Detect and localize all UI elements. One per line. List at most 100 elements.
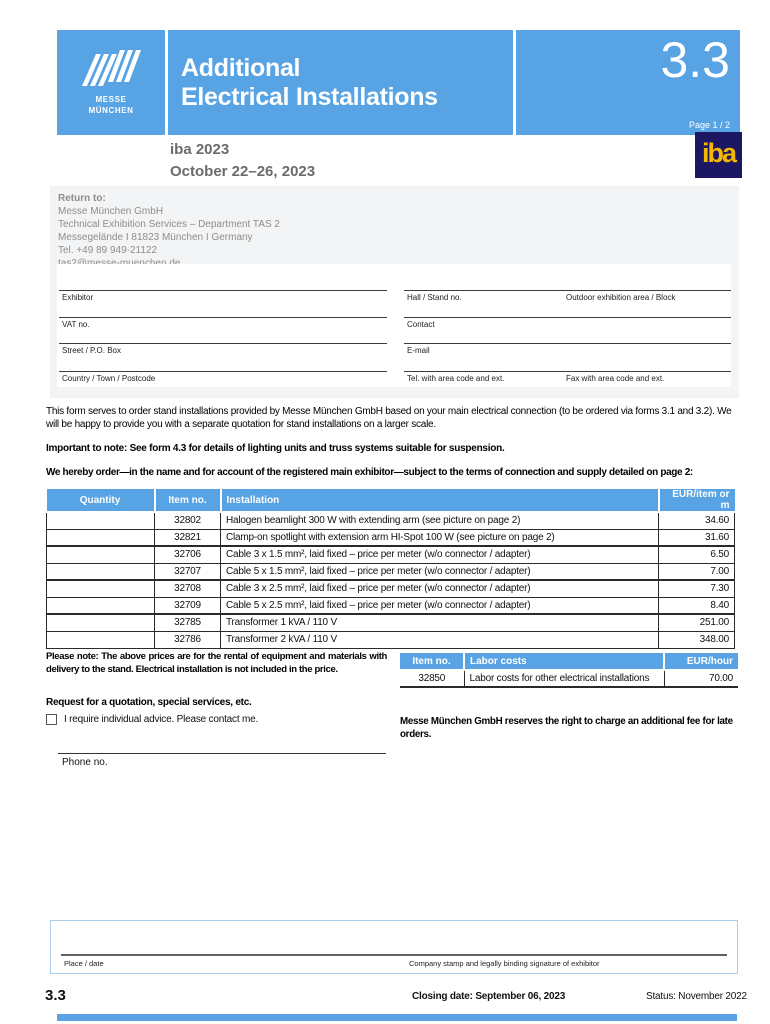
- order-table: Quantity Item no. Installation EUR/item …: [46, 489, 735, 649]
- form-number: 3.3: [660, 32, 730, 88]
- header-installation: Installation: [219, 489, 660, 513]
- price-cell: 31.60: [658, 528, 735, 547]
- messe-muenchen-wordmark: MESSE MÜNCHEN: [88, 95, 134, 115]
- labor-description-cell: Labor costs for other electrical install…: [463, 669, 664, 688]
- form-title-line1: Additional: [181, 54, 301, 83]
- return-address: Return to: Messe München GmbH Technical …: [58, 192, 280, 270]
- advice-checkbox[interactable]: [46, 714, 57, 725]
- header-item-no: Item no.: [153, 489, 222, 513]
- return-line-email: tas2@messe-muenchen.de: [58, 257, 280, 270]
- order-statement: We hereby order—in the name and for acco…: [46, 467, 693, 478]
- important-note: Important to note: See form 4.3 for deta…: [46, 443, 505, 454]
- installation-cell: Cable 5 x 2.5 mm², laid fixed – price pe…: [220, 596, 659, 615]
- status-date: Status: November 2022: [646, 991, 747, 1002]
- installation-cell: Transformer 2 kVA / 110 V: [220, 630, 659, 649]
- table-row: 32707 Cable 5 x 1.5 mm², laid fixed – pr…: [46, 562, 735, 581]
- table-row: 32802 Halogen beamlight 300 W with exten…: [46, 511, 735, 530]
- labor-header-price: EUR/hour: [663, 653, 738, 671]
- table-row: 32785 Transformer 1 kVA / 110 V 251.00: [46, 613, 735, 632]
- table-row: 32708 Cable 3 x 2.5 mm², laid fixed – pr…: [46, 579, 735, 598]
- item-no-cell: 32786: [154, 630, 221, 649]
- quantity-input-cell[interactable]: [46, 596, 155, 615]
- item-no-cell: 32802: [154, 511, 221, 530]
- labor-item-no-cell: 32850: [400, 669, 464, 688]
- order-table-header-row: Quantity Item no. Installation EUR/item …: [46, 489, 735, 513]
- exhibitor-field[interactable]: Exhibitor: [59, 290, 387, 302]
- header-quantity: Quantity: [46, 489, 156, 513]
- table-row: 32786 Transformer 2 kVA / 110 V 348.00: [46, 630, 735, 649]
- phone-input-line[interactable]: Phone no.: [58, 753, 386, 768]
- quantity-input-cell[interactable]: [46, 630, 155, 649]
- signature-box[interactable]: Place / date Company stamp and legally b…: [50, 920, 738, 974]
- table-row: 32706 Cable 3 x 1.5 mm², laid fixed – pr…: [46, 545, 735, 564]
- labor-costs-table: Item no. Labor costs EUR/hour 32850 Labo…: [400, 653, 738, 688]
- labor-table-row: 32850 Labor costs for other electrical i…: [400, 669, 738, 688]
- signature-line: [61, 954, 727, 956]
- labor-price-cell: 70.00: [663, 669, 738, 688]
- return-line-department: Technical Exhibition Services – Departme…: [58, 219, 280, 230]
- request-heading: Request for a quotation, special service…: [46, 697, 252, 708]
- quantity-input-cell[interactable]: [46, 562, 155, 581]
- fax-field[interactable]: Fax with area code and ext.: [566, 374, 665, 383]
- price-cell: 7.00: [658, 562, 735, 581]
- return-to-panel: Return to: Messe München GmbH Technical …: [50, 186, 739, 398]
- street-field[interactable]: Street / P.O. Box: [59, 343, 387, 355]
- item-no-cell: 32709: [154, 596, 221, 615]
- vat-field[interactable]: VAT no.: [59, 317, 387, 329]
- contact-field[interactable]: Contact: [404, 317, 731, 329]
- late-orders-note: Messe München GmbH reserves the right to…: [400, 716, 733, 740]
- price-cell: 6.50: [658, 545, 735, 564]
- table-row: 32709 Cable 5 x 2.5 mm², laid fixed – pr…: [46, 596, 735, 615]
- header-band: MESSE MÜNCHEN Additional Electrical Inst…: [57, 30, 740, 135]
- hall-stand-field[interactable]: Hall / Stand no. Outdoor exhibition area…: [404, 290, 731, 302]
- outdoor-area-field[interactable]: Outdoor exhibition area / Block: [566, 293, 676, 302]
- return-line-company: Messe München GmbH: [58, 206, 164, 217]
- please-note: Please note: The above prices are for th…: [46, 651, 387, 675]
- header-price: EUR/item or m: [657, 489, 735, 513]
- installation-cell: Cable 5 x 1.5 mm², laid fixed – price pe…: [220, 562, 659, 581]
- advice-checkbox-label: I require individual advice. Please cont…: [64, 714, 259, 725]
- event-dates: October 22–26, 2023: [170, 163, 316, 180]
- messe-muenchen-stripes-icon: [82, 50, 141, 87]
- closing-date: Closing date: September 06, 2023: [412, 991, 566, 1002]
- installation-cell: Cable 3 x 2.5 mm², laid fixed – price pe…: [220, 579, 659, 598]
- messe-muenchen-logo: MESSE MÜNCHEN: [57, 30, 165, 135]
- price-cell: 7.30: [658, 579, 735, 598]
- form-title-line2: Electrical Installations: [181, 82, 438, 111]
- item-no-cell: 32707: [154, 562, 221, 581]
- form-number-block: 3.3 Page 1 / 2: [516, 30, 740, 135]
- bottom-accent-bar: [57, 1014, 737, 1021]
- place-date-label: Place / date: [64, 959, 104, 968]
- intro-paragraph: This form serves to order stand installa…: [46, 406, 732, 430]
- quantity-input-cell[interactable]: [46, 613, 155, 632]
- item-no-cell: 32821: [154, 528, 221, 547]
- item-no-cell: 32785: [154, 613, 221, 632]
- event-name: iba 2023: [170, 141, 230, 158]
- installation-cell: Clamp-on spotlight with extension arm HI…: [220, 528, 659, 547]
- footer-form-number: 3.3: [45, 987, 66, 1004]
- price-cell: 34.60: [658, 511, 735, 530]
- return-line-phone: Tel. +49 89 949-21122: [58, 245, 158, 256]
- item-no-cell: 32706: [154, 545, 221, 564]
- event-info: iba 2023 October 22–26, 2023: [170, 139, 315, 183]
- quantity-input-cell[interactable]: [46, 545, 155, 564]
- labor-header-label: Labor costs: [463, 653, 665, 671]
- iba-logo: iba: [695, 132, 742, 178]
- price-cell: 348.00: [658, 630, 735, 649]
- price-cell: 251.00: [658, 613, 735, 632]
- item-no-cell: 32708: [154, 579, 221, 598]
- price-cell: 8.40: [658, 596, 735, 615]
- labor-table-header-row: Item no. Labor costs EUR/hour: [400, 653, 738, 671]
- quantity-input-cell[interactable]: [46, 528, 155, 547]
- table-row: 32821 Clamp-on spotlight with extension …: [46, 528, 735, 547]
- country-town-postcode-field[interactable]: Country / Town / Postcode: [59, 371, 387, 383]
- company-stamp-label: Company stamp and legally binding signat…: [409, 959, 600, 968]
- labor-header-item-no: Item no.: [400, 653, 465, 671]
- quantity-input-cell[interactable]: [46, 579, 155, 598]
- tel-field[interactable]: Tel. with area code and ext. Fax with ar…: [404, 371, 731, 383]
- email-field[interactable]: E-mail: [404, 343, 731, 355]
- quantity-input-cell[interactable]: [46, 511, 155, 530]
- installation-cell: Halogen beamlight 300 W with extending a…: [220, 511, 659, 530]
- page-indicator: Page 1 / 2: [688, 120, 730, 130]
